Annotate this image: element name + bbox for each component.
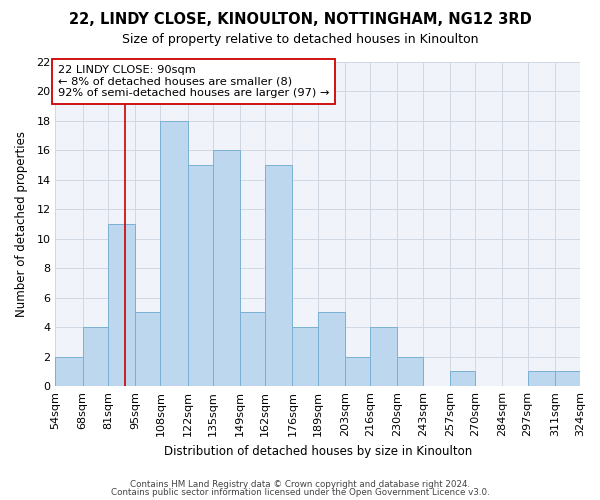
Bar	[160, 120, 188, 386]
Bar	[108, 224, 135, 386]
Y-axis label: Number of detached properties: Number of detached properties	[15, 131, 28, 317]
Bar	[555, 372, 580, 386]
Bar	[55, 356, 83, 386]
Bar	[265, 165, 292, 386]
Bar	[240, 312, 265, 386]
Bar	[527, 372, 555, 386]
Bar	[83, 327, 108, 386]
X-axis label: Distribution of detached houses by size in Kinoulton: Distribution of detached houses by size …	[164, 444, 472, 458]
Text: Contains public sector information licensed under the Open Government Licence v3: Contains public sector information licen…	[110, 488, 490, 497]
Bar	[292, 327, 318, 386]
Text: 22 LINDY CLOSE: 90sqm
← 8% of detached houses are smaller (8)
92% of semi-detach: 22 LINDY CLOSE: 90sqm ← 8% of detached h…	[58, 64, 329, 98]
Text: 22, LINDY CLOSE, KINOULTON, NOTTINGHAM, NG12 3RD: 22, LINDY CLOSE, KINOULTON, NOTTINGHAM, …	[68, 12, 532, 28]
Text: Size of property relative to detached houses in Kinoulton: Size of property relative to detached ho…	[122, 32, 478, 46]
Bar	[370, 327, 397, 386]
Bar	[135, 312, 160, 386]
Bar	[397, 356, 422, 386]
Bar	[188, 165, 213, 386]
Text: Contains HM Land Registry data © Crown copyright and database right 2024.: Contains HM Land Registry data © Crown c…	[130, 480, 470, 489]
Bar	[213, 150, 240, 386]
Bar	[450, 372, 475, 386]
Bar	[345, 356, 370, 386]
Bar	[318, 312, 345, 386]
